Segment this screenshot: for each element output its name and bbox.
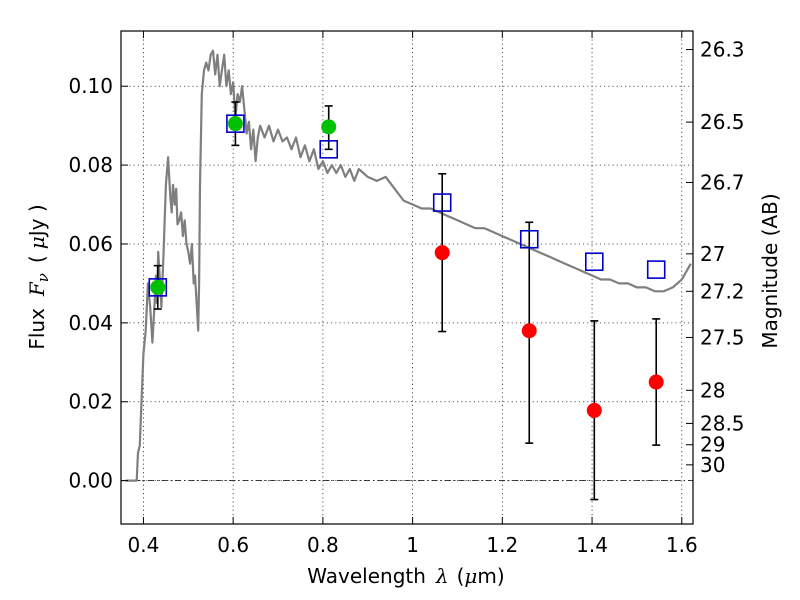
- data-points: [148, 101, 666, 501]
- y-label-symbol: F: [25, 281, 49, 297]
- x-label-unit-open: (: [457, 564, 465, 588]
- y2-tick-label: 27: [700, 242, 725, 266]
- y2-tick-label: 27.5: [700, 325, 745, 349]
- model-flux-square: [226, 114, 245, 133]
- data-point: [150, 279, 166, 295]
- series-green: [150, 101, 337, 310]
- model-spectrum-line: [125, 49, 692, 482]
- model-flux-square: [319, 140, 339, 159]
- x-label-symbol: λ: [435, 564, 449, 588]
- y2-tick-label: 26.5: [700, 110, 745, 134]
- x-tick-label: 0.8: [307, 533, 339, 557]
- y-label-sub: ν: [34, 273, 52, 282]
- data-point: [227, 116, 243, 132]
- y-tick-label: 0.02: [68, 390, 113, 414]
- y-label-unit-open: (: [25, 255, 49, 263]
- y2-axis-label: Magnitude (AB): [758, 193, 782, 348]
- y-tick-label: 0.08: [68, 153, 113, 177]
- x-tick-label: 1.2: [486, 533, 518, 557]
- y-label-unit-mu: μ: [25, 236, 49, 249]
- y-tick-label: 0.00: [68, 469, 113, 493]
- y2-tick-label: 30: [700, 453, 725, 477]
- x-tick-label: 1: [406, 533, 419, 557]
- y-tick-label: 0.06: [68, 232, 113, 256]
- y2-tick-label: 26.3: [700, 38, 745, 62]
- y-label-prefix: Flux: [25, 308, 49, 350]
- x-label-unit-mu: μ: [464, 564, 477, 588]
- data-point: [321, 119, 337, 135]
- y-label-unit-rest: Jy ): [25, 204, 49, 238]
- x-tick-label: 1.6: [666, 533, 698, 557]
- data-point: [586, 402, 602, 418]
- x-tick-label: 0.4: [128, 533, 160, 557]
- data-point: [521, 323, 537, 339]
- model-flux-square: [646, 260, 666, 279]
- data-point: [434, 245, 450, 261]
- y-tick-label: 0.04: [68, 311, 113, 335]
- x-tick-label: 1.4: [576, 533, 608, 557]
- y2-tick-label: 28: [700, 378, 725, 402]
- series-red: [434, 172, 664, 501]
- y2-tick-label: 28.5: [700, 411, 745, 435]
- series-box: [148, 114, 666, 297]
- model-flux-square: [519, 229, 539, 249]
- model-flux-square: [148, 278, 168, 297]
- axis-ticks: 0.4 0.6 0.8 1 1.2 1.4 1.6 0.00 0.02 0.04 0.06 0.08 0…: [68, 31, 745, 557]
- plot-frame: [120, 30, 694, 525]
- y2-tick-label: 27.2: [700, 279, 745, 303]
- y2-tick-label: 29: [700, 433, 725, 457]
- y-tick-label: 0.10: [68, 74, 113, 98]
- x-axis-label: Wavelength λ (μm): [307, 564, 504, 588]
- y-axis-label: Flux Fν ( μJy ): [25, 204, 52, 349]
- model-flux-square: [585, 252, 604, 272]
- x-tick-label: 0.6: [217, 533, 249, 557]
- x-label-prefix: Wavelength: [307, 564, 426, 588]
- y2-tick-label: 26.7: [700, 170, 745, 194]
- model-flux-square: [432, 193, 452, 212]
- x-label-unit-rest: m): [477, 564, 504, 588]
- data-point: [648, 374, 664, 390]
